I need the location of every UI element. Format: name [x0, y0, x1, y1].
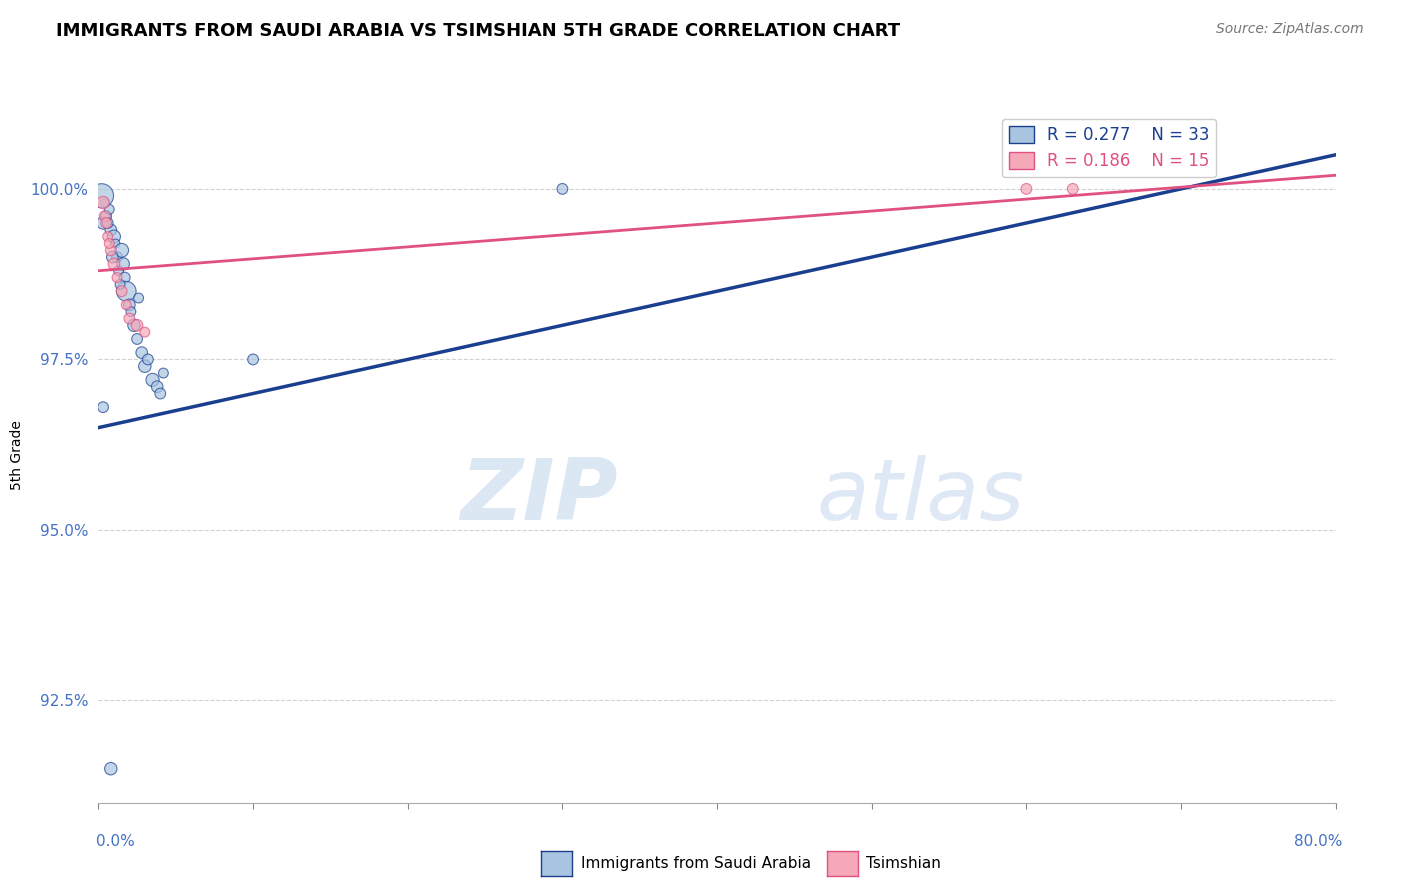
- Point: [107, 264, 129, 278]
- Text: IMMIGRANTS FROM SAUDI ARABIA VS TSIMSHIAN 5TH GRADE CORRELATION CHART: IMMIGRANTS FROM SAUDI ARABIA VS TSIMSHIA…: [56, 22, 900, 40]
- Point: [120, 304, 142, 318]
- Point: [96, 216, 118, 230]
- Point: [152, 366, 174, 380]
- Text: Tsimshian: Tsimshian: [866, 856, 941, 871]
- Text: Immigrants from Saudi Arabia: Immigrants from Saudi Arabia: [581, 856, 811, 871]
- Point: [149, 386, 172, 401]
- Point: [93, 209, 115, 223]
- Point: [118, 298, 141, 312]
- Point: [114, 270, 136, 285]
- Point: [1015, 182, 1038, 196]
- Point: [104, 236, 127, 251]
- Point: [115, 284, 138, 298]
- Text: Source: ZipAtlas.com: Source: ZipAtlas.com: [1216, 22, 1364, 37]
- Legend: R = 0.277    N = 33, R = 0.186    N = 15: R = 0.277 N = 33, R = 0.186 N = 15: [1002, 119, 1216, 177]
- Point: [90, 188, 112, 202]
- Point: [127, 318, 149, 333]
- Point: [112, 257, 135, 271]
- Text: 80.0%: 80.0%: [1295, 834, 1343, 849]
- Point: [111, 284, 132, 298]
- Point: [96, 209, 118, 223]
- Point: [103, 229, 125, 244]
- Point: [134, 359, 156, 374]
- Point: [242, 352, 264, 367]
- Point: [98, 236, 121, 251]
- Point: [551, 182, 574, 196]
- Point: [105, 270, 128, 285]
- Point: [134, 325, 156, 339]
- Y-axis label: 5th Grade: 5th Grade: [10, 420, 24, 490]
- Point: [128, 291, 150, 305]
- Point: [136, 352, 159, 367]
- Point: [103, 257, 125, 271]
- Text: 0.0%: 0.0%: [96, 834, 135, 849]
- Text: atlas: atlas: [815, 455, 1024, 538]
- Point: [100, 244, 122, 258]
- Point: [108, 277, 131, 292]
- Text: ZIP: ZIP: [460, 455, 619, 538]
- Point: [100, 762, 122, 776]
- Point: [97, 216, 120, 230]
- Point: [100, 223, 122, 237]
- Point: [91, 195, 114, 210]
- Point: [91, 216, 114, 230]
- Point: [1062, 182, 1084, 196]
- Point: [115, 298, 138, 312]
- Point: [146, 380, 169, 394]
- Point: [141, 373, 165, 387]
- Point: [93, 195, 115, 210]
- Point: [118, 311, 141, 326]
- Point: [105, 250, 128, 264]
- Point: [91, 400, 114, 414]
- Point: [97, 229, 120, 244]
- Point: [101, 250, 124, 264]
- Point: [131, 345, 153, 359]
- Point: [122, 318, 145, 333]
- Point: [98, 202, 121, 217]
- Point: [111, 244, 132, 258]
- Point: [127, 332, 149, 346]
